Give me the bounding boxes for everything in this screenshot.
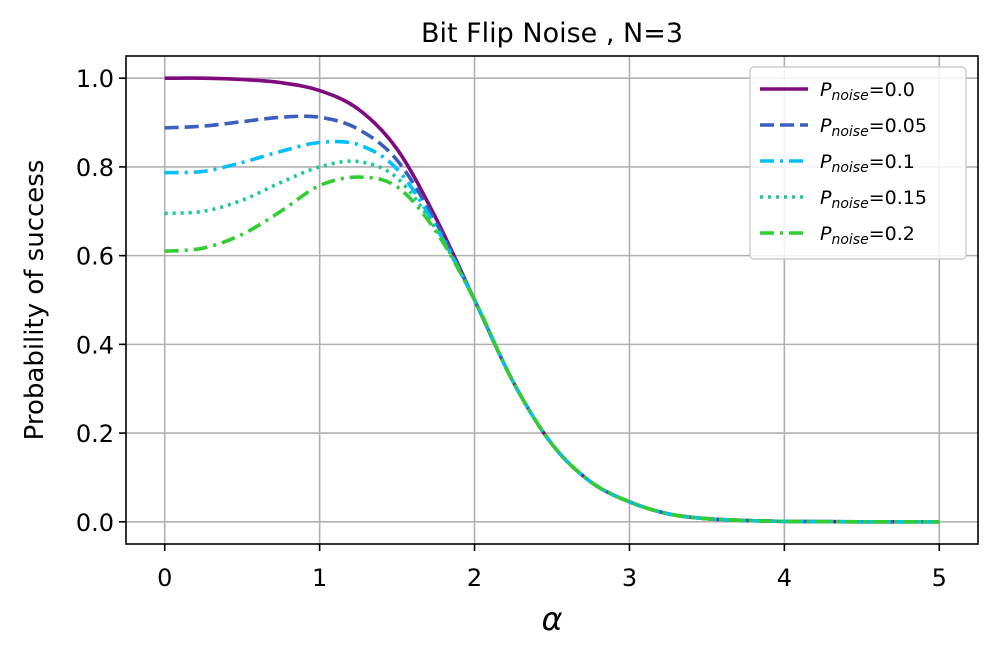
chart-title: Bit Flip Noise , N=3 — [421, 18, 683, 49]
x-tick-label: 0 — [157, 564, 172, 592]
series-lines — [164, 76, 940, 524]
y-tick-label: 0.8 — [76, 154, 114, 182]
legend: Pnoise=0.0 Pnoise=0.05 Pnoise=0.1 Pnoise=0.… — [749, 66, 967, 260]
legend-label: Pnoise=0.05 — [820, 115, 927, 140]
axis-ticks: 0 1 2 3 4 5 0.0 0.2 0.4 0.6 0.8 1.0 — [76, 65, 947, 592]
x-tick-label: 5 — [932, 564, 947, 592]
y-tick-label: 0.2 — [76, 420, 114, 448]
plot-frame — [125, 55, 979, 545]
series-line-4 — [164, 175, 940, 524]
series-line-3 — [164, 159, 940, 524]
x-tick-label: 3 — [622, 564, 637, 592]
y-tick-label: 1.0 — [76, 65, 114, 93]
legend-label: Pnoise=0.15 — [820, 187, 927, 212]
x-tick-label: 1 — [312, 564, 327, 592]
legend-label: Pnoise=0.2 — [820, 223, 915, 248]
legend-label: Pnoise=0.1 — [820, 151, 915, 176]
x-axis-label: α — [541, 600, 562, 638]
y-tick-label: 0.6 — [76, 243, 114, 271]
legend-label: Pnoise=0.0 — [820, 79, 915, 104]
legend-box — [749, 66, 967, 260]
y-tick-label: 0.0 — [76, 509, 114, 537]
x-tick-label: 2 — [467, 564, 482, 592]
x-tick-label: 4 — [777, 564, 792, 592]
y-tick-label: 0.4 — [76, 331, 114, 359]
y-axis-label: Probability of success — [20, 160, 50, 441]
